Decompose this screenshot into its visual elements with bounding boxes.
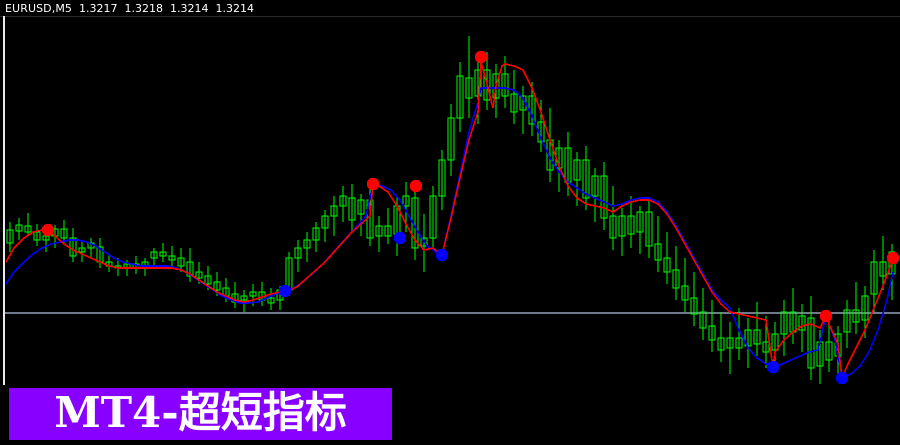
quote-high: 1.3218 (124, 1, 164, 15)
quote-open: 1.3217 (79, 1, 118, 15)
fast-indicator-line (5, 61, 894, 382)
signal-dot-group (41, 50, 900, 385)
symbol-label: EURUSD,M5 (5, 1, 73, 15)
symbol-quote-bar: EURUSD,M5 1.3217 1.3218 1.3214 1.3214 (0, 0, 900, 16)
quote-low: 1.3214 (170, 1, 209, 15)
header-divider (0, 16, 900, 17)
watermark-banner: MT4-超短指标 (9, 388, 392, 440)
chart-left-border (3, 16, 5, 385)
watermark-text: MT4-超短指标 (54, 388, 347, 437)
price-plot-svg (5, 36, 900, 385)
quote-close: 1.3214 (215, 1, 255, 15)
candlestick-series (6, 36, 896, 384)
price-plot-area[interactable] (5, 18, 900, 385)
